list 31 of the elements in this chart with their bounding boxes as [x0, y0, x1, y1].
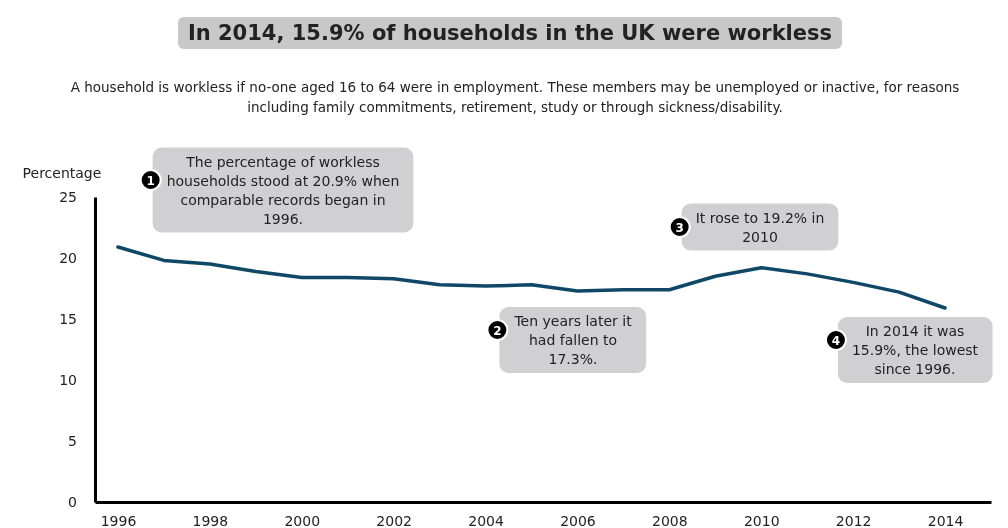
number-badge: 3 [668, 216, 691, 238]
y-tick-label: 25 [59, 188, 77, 205]
annotation: 3 [675, 220, 684, 235]
annotation: It rose to 19.2% in 2010 [695, 209, 825, 245]
x-tick-label: 1996 [100, 512, 137, 528]
annotation: 4 [831, 333, 841, 348]
annotation: In 2014 it was 15.9%, the lowest since 1996. [851, 323, 979, 377]
x-tick-label: 2014 [927, 512, 964, 528]
x-tick-label: 2002 [376, 512, 412, 528]
number-badge: 4 [824, 329, 847, 351]
x-tick-label: 2010 [743, 512, 780, 528]
x-tick-label: 2008 [652, 512, 688, 528]
number-badge: 1 [139, 169, 162, 191]
x-tick-label: 2012 [835, 512, 872, 528]
chart-title: In 2014, 15.9% of households in the UK were workless [187, 21, 833, 45]
y-tick-label: 20 [59, 249, 77, 266]
y-tick-label: 10 [59, 371, 77, 388]
chart-subtitle: A household is workless if no-one aged 16 to 64 were in employment. These members may be unemployed or inactive, for reasons including family commitments, retirement, study or through sickness/disability. [70, 79, 960, 115]
line-series [116, 245, 947, 310]
y-tick-label: 15 [59, 310, 77, 327]
y-tick-label: 5 [68, 432, 77, 449]
y-axis-title: Percentage [22, 165, 102, 181]
annotation: 2 [493, 323, 502, 338]
number-badge: 2 [486, 319, 509, 341]
x-tick-label: 1998 [192, 512, 229, 528]
annotation: Ten years later it had fallen to 17.3%. [513, 313, 633, 367]
x-tick-label: 2006 [560, 512, 596, 528]
x-tick-label: 2004 [468, 512, 504, 528]
x-tick-label: 2000 [284, 512, 321, 528]
annotation: The percentage of workless households stood at 20.9% when comparable records began in 1996. [166, 153, 400, 227]
y-tick-label: 0 [68, 493, 77, 510]
